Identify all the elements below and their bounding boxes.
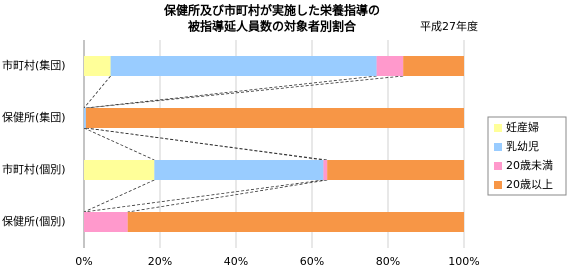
series-line <box>85 127 328 161</box>
bar <box>154 160 324 180</box>
bar <box>84 56 111 76</box>
series-line <box>83 179 155 213</box>
bar <box>327 160 464 180</box>
x-tick-label: 0% <box>75 255 92 268</box>
bar <box>84 160 155 180</box>
x-tick-label: 100% <box>448 255 479 268</box>
bar <box>323 160 328 180</box>
series-line <box>85 75 404 109</box>
bar <box>85 108 465 128</box>
x-tick-label: 60% <box>300 255 324 268</box>
bar <box>127 212 464 232</box>
x-tick-label: 20% <box>148 255 172 268</box>
series-line <box>127 179 328 213</box>
bar <box>376 56 404 76</box>
legend-swatch <box>494 181 502 189</box>
chart-title: 保健所及び市町村が実施した栄養指導の <box>163 3 380 18</box>
y-tick-label: 保健所(個別) <box>2 214 66 228</box>
y-tick-label: 保健所(集団) <box>2 110 66 124</box>
y-tick-label: 市町村(個別) <box>2 162 66 176</box>
x-tick-label: 40% <box>224 255 248 268</box>
bar <box>84 212 128 232</box>
legend-label: 乳幼児 <box>506 140 539 153</box>
series-line <box>83 75 111 109</box>
chart-subtitle: 平成27年度 <box>420 19 478 33</box>
bar <box>110 56 377 76</box>
legend-swatch <box>494 124 502 132</box>
series-line <box>83 127 155 161</box>
legend-label: 20歳未満 <box>506 159 553 172</box>
x-tick-label: 80% <box>376 255 400 268</box>
legend-swatch <box>494 162 502 170</box>
legend-label: 妊産婦 <box>506 120 539 134</box>
series-line <box>83 179 324 213</box>
legend-label: 20歳以上 <box>506 178 553 191</box>
bar <box>84 108 86 128</box>
series-line <box>85 75 377 109</box>
chart-title: 被指導延人員数の対象者別割合 <box>188 19 357 34</box>
y-tick-label: 市町村(集団) <box>2 58 66 72</box>
bar <box>403 56 464 76</box>
legend-swatch <box>494 143 502 151</box>
